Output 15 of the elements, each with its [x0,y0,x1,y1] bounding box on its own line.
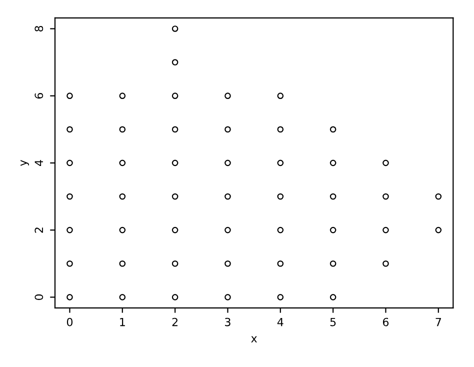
y-tick-label: 0 [34,294,44,300]
y-axis-title: y [20,160,29,166]
y-tick-label: 4 [34,160,43,166]
x-tick-label: 0 [66,318,73,326]
x-axis-title: x [251,336,257,342]
x-tick-label: 4 [277,318,284,326]
x-tick-label: 7 [436,318,441,326]
y-tick-label: 6 [34,93,44,99]
x-tick-label: 5 [330,318,336,326]
x-tick-label: 6 [382,318,389,326]
y-tick-label: 8 [34,26,44,32]
x-tick-label: 3 [225,318,230,326]
y-tick-label: 2 [34,228,43,233]
x-tick-label: 1 [120,318,125,326]
x-tick-label: 2 [172,318,178,326]
